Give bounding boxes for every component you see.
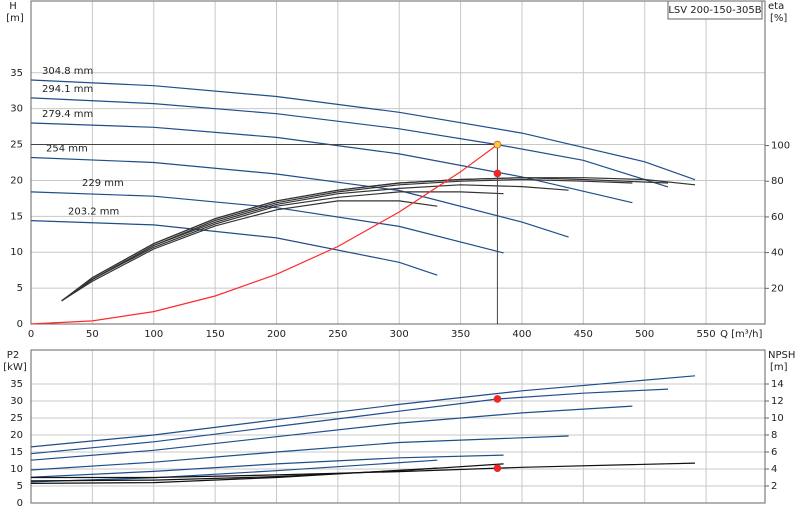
duty-point (493, 464, 502, 472)
curve (30, 405, 633, 461)
y2-axis-label: eta (768, 1, 784, 12)
y2-tick-label: 2 (771, 481, 777, 492)
curve (30, 388, 669, 455)
y-tick-label: 5 (17, 283, 23, 294)
plot-frame (30, 349, 766, 504)
plot-frame (30, 0, 766, 325)
curve (30, 467, 438, 484)
y-tick-label: 25 (10, 140, 23, 151)
y2-axis-unit: [%] (770, 13, 787, 24)
x-tick-label: 300 (390, 329, 409, 340)
curve (30, 79, 696, 181)
curve (30, 156, 569, 238)
curve (30, 122, 633, 204)
y-tick-label: 10 (10, 464, 23, 475)
y-tick-label: 0 (17, 319, 23, 330)
x-tick-label: 100 (144, 329, 163, 340)
curve (61, 184, 569, 302)
curve (30, 144, 498, 325)
y-tick-label: 0 (17, 498, 23, 509)
y-axis-label: P2 (7, 350, 19, 361)
y-tick-label: 35 (10, 379, 23, 390)
y-tick-label: 10 (10, 247, 23, 258)
y-tick-label: 25 (10, 413, 23, 424)
y2-tick-label: 100 (771, 141, 790, 152)
y2-tick-label: 40 (771, 248, 784, 259)
model-box (667, 0, 763, 20)
curve (30, 454, 504, 478)
y2-tick-label: 10 (771, 413, 784, 424)
curve (61, 177, 669, 302)
y-tick-label: 15 (10, 211, 23, 222)
x-tick-label: 200 (267, 329, 286, 340)
y-tick-label: 30 (10, 396, 23, 407)
y-axis-label: H (9, 1, 17, 12)
y-axis-unit: [kW] (3, 362, 27, 373)
curve-label: 279.4 mm (42, 109, 93, 120)
x-tick-label: 50 (86, 329, 99, 340)
y2-tick-label: 60 (771, 212, 784, 223)
x-tick-label: 500 (635, 329, 654, 340)
y2-axis-label: NPSH (768, 350, 795, 361)
duty-point (493, 140, 502, 149)
curve (30, 375, 696, 448)
curve-label: 254 mm (46, 143, 88, 154)
duty-point (493, 169, 502, 178)
x-tick-label: 250 (328, 329, 347, 340)
curve-label: 304.8 mm (42, 66, 93, 77)
y2-tick-label: 8 (771, 430, 777, 441)
x-tick-label: 400 (512, 329, 531, 340)
x-tick-label: 350 (451, 329, 470, 340)
duty-point (493, 395, 502, 403)
y-tick-label: 5 (17, 481, 23, 492)
model-label: LSV 200-150-305B (668, 5, 761, 16)
curve (30, 459, 438, 483)
curve-label: 229 mm (82, 178, 124, 189)
curve (61, 200, 438, 302)
y-tick-label: 30 (10, 104, 23, 115)
curve (61, 191, 504, 302)
curve (30, 191, 504, 254)
curve (30, 435, 569, 471)
curve-label: 294.1 mm (42, 84, 93, 95)
x-tick-label: 0 (28, 329, 34, 340)
y-tick-label: 20 (10, 175, 23, 186)
y2-tick-label: 12 (771, 396, 784, 407)
curve (30, 220, 438, 276)
y2-tick-label: 14 (771, 379, 784, 390)
y2-axis-unit: [m] (770, 362, 788, 373)
y-tick-label: 20 (10, 430, 23, 441)
x-axis-label: Q [m³/h] (720, 329, 762, 340)
y-tick-label: 15 (10, 447, 23, 458)
x-tick-label: 450 (574, 329, 593, 340)
curve (30, 97, 669, 188)
x-tick-label: 550 (697, 329, 716, 340)
y-axis-unit: [m] (6, 13, 24, 24)
curve-label: 203.2 mm (68, 207, 119, 218)
y2-tick-label: 4 (771, 464, 777, 475)
y-tick-label: 35 (10, 68, 23, 79)
y2-tick-label: 6 (771, 447, 777, 458)
x-tick-label: 150 (206, 329, 225, 340)
y2-tick-label: 20 (771, 283, 784, 294)
y2-tick-label: 80 (771, 176, 784, 187)
curve (61, 178, 633, 302)
